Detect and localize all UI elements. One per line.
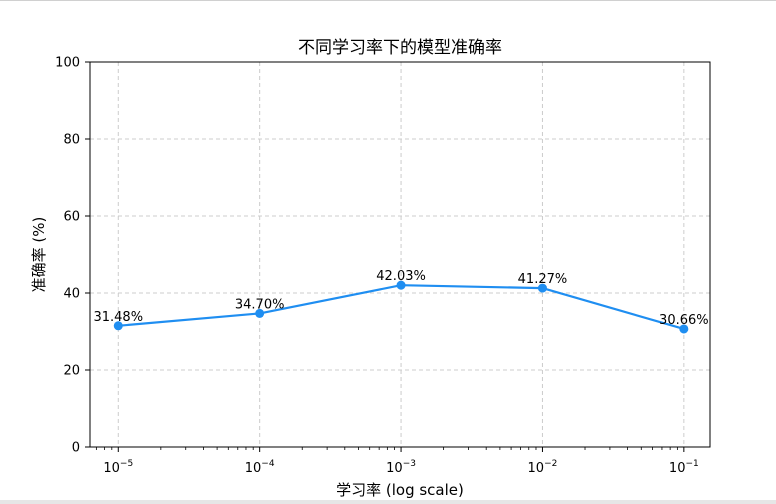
x-tick-label: 10−1	[669, 459, 699, 476]
x-tick-label: 10−3	[386, 459, 416, 476]
y-tick-label: 100	[55, 56, 80, 71]
y-tick-label: 80	[63, 133, 80, 148]
y-tick-label: 40	[63, 287, 80, 302]
x-axis-label: 学习率 (log scale)	[336, 481, 464, 499]
y-tick-label: 60	[63, 210, 80, 225]
data-point	[679, 324, 689, 334]
y-axis-label: 准确率 (%)	[30, 217, 48, 293]
grid	[90, 62, 710, 447]
data-point	[537, 283, 547, 293]
data-label: 31.48%	[93, 310, 143, 325]
data-label: 41.27%	[518, 272, 568, 287]
x-tick-label: 10−4	[245, 459, 275, 476]
y-tick-label: 20	[63, 364, 80, 379]
data-point	[255, 308, 265, 318]
chart-title: 不同学习率下的模型准确率	[298, 38, 502, 58]
axis-ticks: 0 20 40 60 80 100 10−5 10−4 10−3 10−2 10−1	[55, 56, 699, 477]
x-tick-label: 10−2	[528, 459, 558, 476]
x-tick-label: 10−5	[103, 459, 133, 476]
data-label: 34.70%	[235, 297, 285, 312]
data-point	[113, 321, 123, 331]
data-label: 30.66%	[659, 313, 709, 328]
series: 31.48% 34.70% 42.03% 41.27% 30.66%	[93, 269, 709, 334]
y-tick-label: 0	[72, 441, 80, 456]
data-point	[396, 280, 406, 290]
plot-area-frame	[89, 61, 711, 448]
data-label: 42.03%	[376, 269, 426, 284]
